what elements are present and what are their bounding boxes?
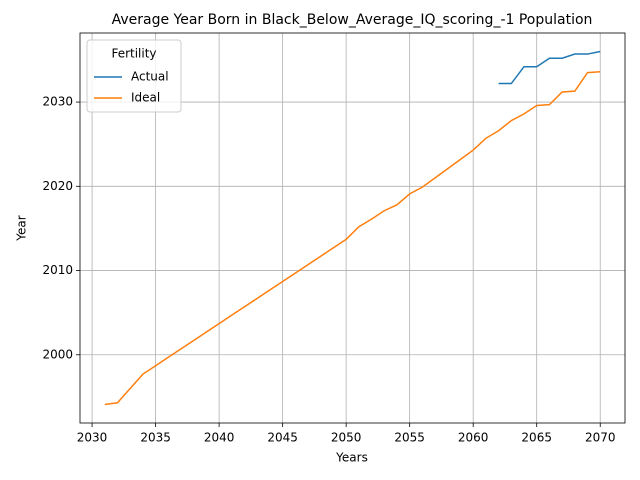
data-line [104, 70, 601, 406]
legend-label: Actual [131, 70, 169, 84]
x-axis-label: Years [335, 451, 368, 465]
x-tick-label: 2045 [267, 431, 298, 445]
legend-box [86, 39, 182, 113]
legend-title: Fertility [111, 47, 156, 61]
y-axis-label: Year [15, 215, 29, 241]
x-tick-label: 2040 [204, 431, 235, 445]
y-tick-label: 2010 [42, 263, 73, 277]
x-tick-label: 2070 [585, 431, 616, 445]
legend-label: Ideal [131, 91, 160, 105]
y-tick-label: 2030 [42, 95, 73, 109]
plot-frame [79, 32, 626, 424]
chart-title: Average Year Born in Black_Below_Average… [112, 12, 593, 28]
x-tick-label: 2035 [140, 431, 171, 445]
x-tick-label: 2060 [458, 431, 489, 445]
y-tick-label: 2020 [42, 179, 73, 193]
x-tick-label: 2065 [521, 431, 552, 445]
x-tick-label: 2050 [331, 431, 362, 445]
y-tick-label: 2000 [42, 347, 73, 361]
x-tick-label: 2030 [77, 431, 108, 445]
data-line [498, 50, 601, 85]
x-tick-label: 2055 [394, 431, 425, 445]
